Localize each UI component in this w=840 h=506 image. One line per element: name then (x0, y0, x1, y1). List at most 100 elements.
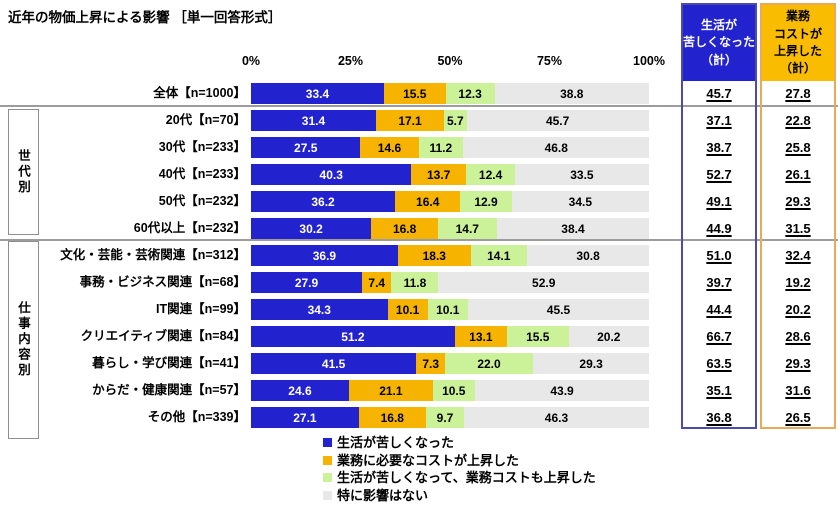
legend-marker-icon (323, 490, 332, 500)
bar-segment: 46.8 (463, 137, 650, 158)
bar-segment: 20.2 (568, 326, 649, 347)
bar-segment: 27.1 (251, 407, 359, 428)
row-label: 60代以上【n=232】 (133, 221, 246, 235)
summary-value-cost-up: 25.8 (785, 140, 811, 155)
bar-segment: 16.4 (395, 191, 461, 212)
bar-segment: 41.5 (251, 353, 417, 374)
bar-segment: 10.1 (427, 299, 468, 320)
row-label: 全体【n=1000】 (153, 86, 246, 100)
bar-segment: 30.2 (251, 218, 372, 239)
summary-value-cost-up: 26.5 (785, 410, 811, 425)
bar-segment: 7.3 (416, 353, 446, 374)
bar-segment: 36.2 (251, 191, 396, 212)
summary-value-cost-up: 19.2 (785, 275, 811, 290)
bar-segment: 13.7 (411, 164, 466, 185)
summary-value-cost-up: 29.3 (785, 356, 811, 371)
row-label: その他【n=339】 (147, 410, 246, 424)
summary-value-life-hard: 44.4 (706, 302, 732, 317)
group-box-generation: 世代別 (8, 109, 39, 235)
bar-segment: 40.3 (251, 164, 412, 185)
x-axis-tick: 0% (241, 54, 261, 68)
bar-segment: 11.2 (418, 137, 464, 158)
summary-value-cost-up: 31.6 (785, 383, 811, 398)
group-label-generation: 世代別 (16, 148, 30, 196)
bar-segment: 46.3 (464, 407, 649, 428)
summary-value-life-hard: 63.5 (706, 356, 732, 371)
bar-segment: 5.7 (444, 110, 467, 131)
bar-segment: 34.5 (511, 191, 649, 212)
summary-header-cost-up: 業務 コストが 上昇した （計） (762, 5, 834, 81)
summary-value-life-hard: 45.7 (706, 86, 732, 101)
row-label: 40代【n=233】 (158, 167, 246, 181)
bar-segment: 16.8 (358, 407, 426, 428)
bar-segment: 38.8 (494, 83, 649, 104)
x-axis-tick: 75% (536, 54, 563, 68)
bar-segment: 52.9 (438, 272, 649, 293)
summary-value-cost-up: 26.1 (785, 167, 811, 182)
bar-segment: 31.4 (251, 110, 376, 131)
summary-value-cost-up: 28.6 (785, 329, 811, 344)
bar-segment: 13.1 (454, 326, 507, 347)
legend-item: 特に影響はない (323, 487, 596, 505)
bar-segment: 45.7 (466, 110, 649, 131)
bar-segment: 34.3 (251, 299, 388, 320)
bar-segment: 21.1 (348, 380, 433, 401)
bar-segment: 10.5 (432, 380, 475, 401)
summary-value-life-hard: 44.9 (706, 221, 732, 236)
legend-label: 特に影響はない (337, 487, 429, 503)
group-label-job: 仕事内容別 (16, 301, 30, 379)
summary-header-life-hard: 生活が 苦しくなった （計） (683, 5, 755, 81)
row-label: 文化・芸能・芸術関連【n=312】 (60, 248, 246, 262)
legend-item: 生活が苦しくなって、業務コストも上昇した (323, 469, 596, 487)
legend-label: 生活が苦しくなった (337, 435, 455, 450)
row-label: 暮らし・学び関連【n=41】 (92, 356, 246, 370)
summary-value-life-hard: 39.7 (706, 275, 732, 290)
bar-segment: 16.8 (371, 218, 439, 239)
bar-segment: 11.8 (391, 272, 439, 293)
summary-value-life-hard: 37.1 (706, 113, 732, 128)
summary-value-cost-up: 29.3 (785, 194, 811, 209)
legend-item: 生活が苦しくなった (323, 434, 596, 452)
row-label: 50代【n=232】 (158, 194, 246, 208)
summary-value-life-hard: 66.7 (706, 329, 732, 344)
row-label: 事務・ビジネス関連【n=68】 (79, 275, 246, 289)
row-label: IT関連【n=99】 (156, 302, 246, 316)
summary-value-cost-up: 32.4 (785, 248, 811, 263)
summary-box-life-hard: 生活が 苦しくなった （計） (681, 3, 757, 429)
bar-segment: 14.6 (360, 137, 419, 158)
bar-segment: 15.5 (383, 83, 446, 104)
bar-segment: 14.7 (438, 218, 497, 239)
bar-segment: 14.1 (470, 245, 527, 266)
summary-value-life-hard: 52.7 (706, 167, 732, 182)
legend-label: 業務に必要なコストが上昇した (337, 452, 520, 468)
bar-segment: 29.3 (532, 353, 650, 374)
x-axis-tick: 100% (633, 54, 665, 68)
group-separator-middle (0, 239, 838, 241)
bar-segment: 18.3 (397, 245, 471, 266)
legend-marker-icon (323, 473, 332, 483)
bar-segment: 12.9 (460, 191, 512, 212)
row-label: からだ・健康関連【n=57】 (92, 383, 246, 397)
bar-segment: 15.5 (506, 326, 569, 347)
bar-segment: 12.3 (445, 83, 495, 104)
row-label: 30代【n=233】 (158, 140, 246, 154)
summary-value-cost-up: 20.2 (785, 302, 811, 317)
bar-segment: 45.5 (467, 299, 649, 320)
bar-segment: 22.0 (445, 353, 533, 374)
legend: 生活が苦しくなった業務に必要なコストが上昇した生活が苦しくなって、業務コストも上… (323, 434, 596, 504)
summary-value-cost-up: 31.5 (785, 221, 811, 236)
chart-title: 近年の物価上昇による影響 ［単一回答形式］ (8, 10, 282, 25)
bar-segment: 33.4 (251, 83, 384, 104)
legend-label: 生活が苦しくなって、業務コストも上昇した (337, 470, 596, 485)
x-axis-tick: 50% (437, 54, 463, 68)
bar-segment: 27.5 (251, 137, 361, 158)
bar-segment: 9.7 (425, 407, 465, 428)
bar-segment: 10.1 (387, 299, 428, 320)
summary-value-cost-up: 27.8 (785, 86, 811, 101)
x-axis-tick: 25% (337, 54, 364, 68)
bar-segment: 36.9 (251, 245, 398, 266)
summary-value-life-hard: 51.0 (706, 248, 732, 263)
summary-value-life-hard: 35.1 (706, 383, 732, 398)
summary-box-cost-up: 業務 コストが 上昇した （計） (760, 3, 836, 429)
bar-segment: 27.9 (251, 272, 363, 293)
